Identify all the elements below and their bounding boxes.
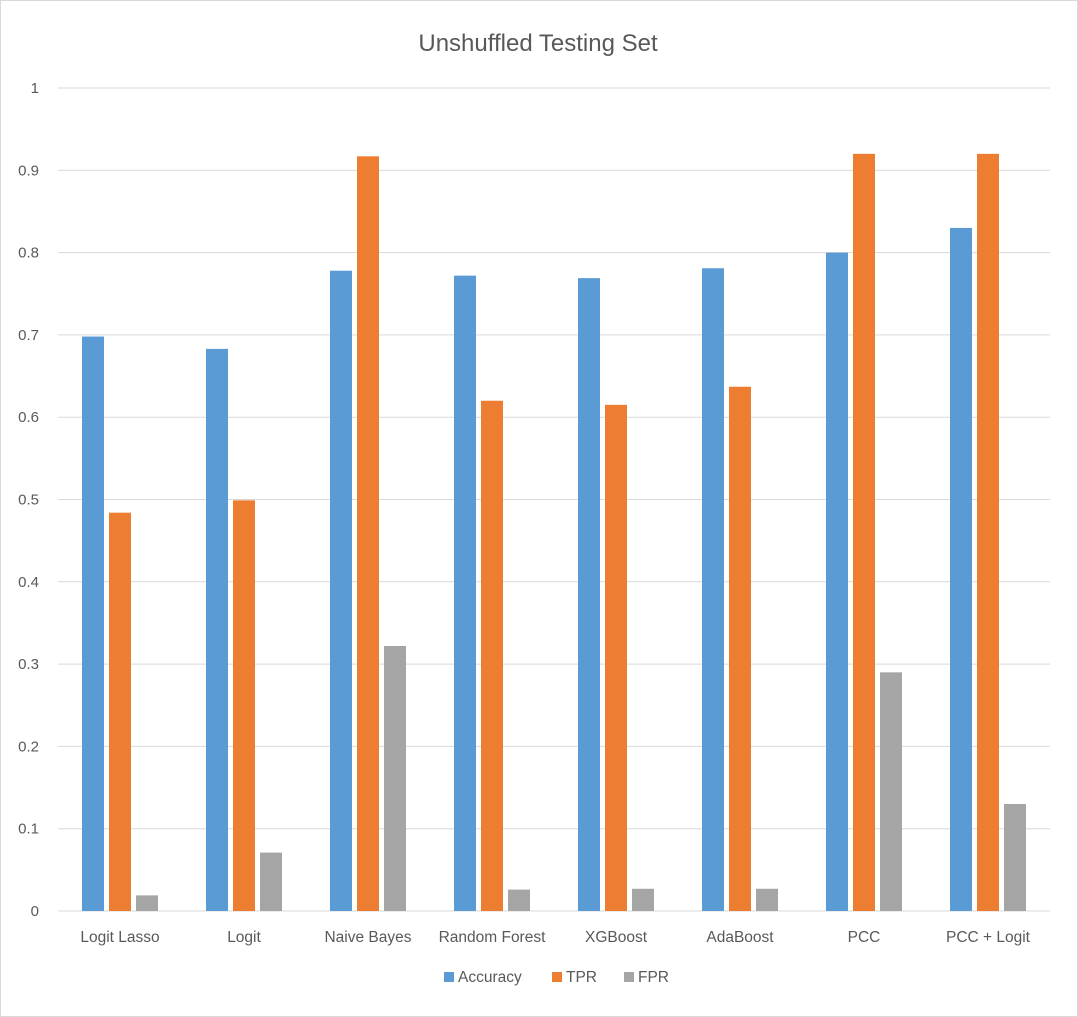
bar-accuracy-1 (206, 348, 228, 911)
legend: Accuracy TPR FPR (444, 969, 669, 986)
bar-tpr-0 (109, 512, 131, 911)
y-tick-label: 0.2 (18, 738, 39, 755)
bar-accuracy-6 (826, 252, 848, 912)
legend-label-tpr: TPR (566, 969, 597, 986)
bar-tpr-4 (605, 404, 627, 911)
y-axis-tick-labels: 0 0.1 0.2 0.3 0.4 0.5 0.6 0.7 0.8 0.9 1 (18, 80, 39, 920)
y-tick-label: 0.9 (18, 162, 39, 179)
bar-accuracy-5 (702, 268, 724, 911)
bar-accuracy-7 (950, 227, 972, 911)
bars (82, 153, 1026, 912)
bar-tpr-1 (233, 500, 255, 911)
bar-tpr-5 (729, 386, 751, 911)
x-category-label: AdaBoost (706, 929, 774, 946)
y-tick-label: 0.6 (18, 409, 39, 426)
bar-fpr-0 (136, 895, 158, 911)
x-category-label: Random Forest (439, 929, 547, 946)
bar-tpr-7 (977, 153, 999, 912)
y-tick-label: 0.5 (18, 492, 39, 509)
bar-fpr-1 (260, 852, 282, 911)
bar-accuracy-3 (454, 275, 476, 911)
bar-fpr-3 (508, 889, 530, 911)
x-category-label: Naive Bayes (324, 929, 411, 946)
y-tick-label: 0.8 (18, 245, 39, 262)
bar-tpr-3 (481, 400, 503, 911)
bar-accuracy-2 (330, 270, 352, 911)
bar-fpr-6 (880, 672, 902, 911)
bar-accuracy-4 (578, 278, 600, 911)
y-tick-label: 0 (31, 903, 39, 920)
chart-title: Unshuffled Testing Set (418, 30, 658, 57)
y-tick-label: 0.1 (18, 821, 39, 838)
bar-tpr-6 (853, 153, 875, 912)
x-axis-category-labels: Logit Lasso Logit Naive Bayes Random Forest… (80, 929, 1030, 946)
bar-accuracy-0 (82, 336, 104, 911)
y-tick-label: 0.3 (18, 656, 39, 673)
bar-fpr-7 (1004, 804, 1026, 911)
bar-fpr-5 (756, 888, 778, 911)
y-tick-label: 0.4 (18, 574, 39, 591)
legend-label-accuracy: Accuracy (458, 969, 522, 986)
bar-tpr-2 (357, 156, 379, 911)
x-category-label: Logit Lasso (80, 929, 159, 946)
legend-swatch-fpr (624, 972, 634, 982)
x-category-label: PCC + Logit (946, 929, 1031, 946)
legend-swatch-accuracy (444, 972, 454, 982)
y-tick-label: 1 (31, 80, 39, 97)
bar-fpr-2 (384, 645, 406, 911)
x-category-label: Logit (227, 929, 261, 946)
legend-label-fpr: FPR (638, 969, 669, 986)
y-tick-label: 0.7 (18, 327, 39, 344)
bar-fpr-4 (632, 888, 654, 911)
legend-swatch-tpr (552, 972, 562, 982)
x-category-label: PCC (848, 929, 881, 946)
x-category-label: XGBoost (585, 929, 648, 946)
